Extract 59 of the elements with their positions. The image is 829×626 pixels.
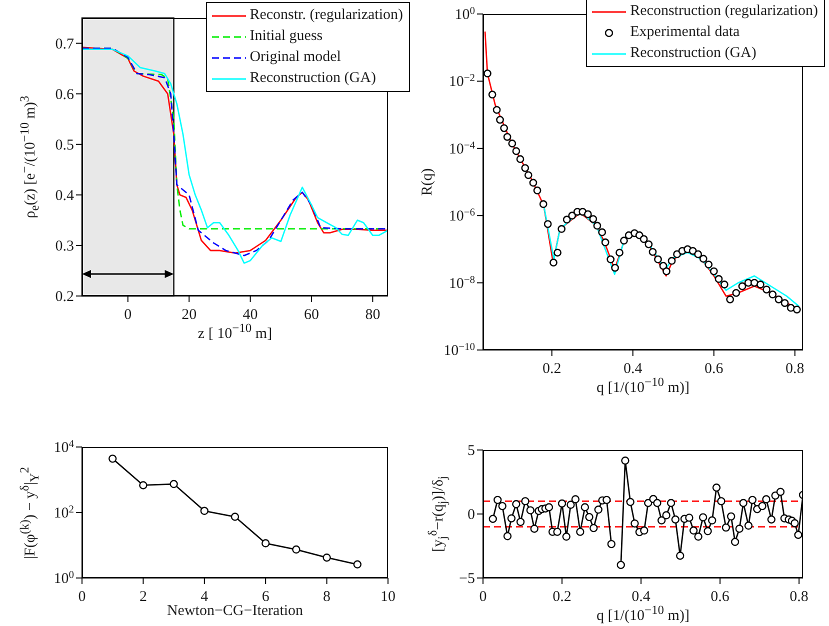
point bbox=[262, 539, 270, 548]
y-tick-label: 0.7 bbox=[55, 36, 74, 52]
x-tick-label: 0.6 bbox=[710, 589, 730, 605]
y-tick-label: 10$^{0}$ bbox=[54, 570, 74, 587]
legend-label: Original model bbox=[250, 49, 341, 66]
x-tick-label: 0.8 bbox=[790, 589, 808, 605]
x-axis-title: Newton−CG−Iteration bbox=[166, 603, 304, 620]
legend-label: Initial guess bbox=[250, 28, 323, 45]
x-tick-label: 80 bbox=[365, 307, 380, 323]
y-tick-label: 10$^{4}$ bbox=[54, 438, 75, 456]
y-tick-label: 0.2 bbox=[55, 289, 74, 305]
x-tick-label: 0.2 bbox=[542, 361, 562, 377]
x-axis-title: q [1/(10$^{−10}$ m)] bbox=[596, 375, 690, 396]
point bbox=[230, 512, 240, 521]
point bbox=[108, 454, 117, 463]
x-tick-label: 10 bbox=[380, 589, 396, 605]
x-tick-label: 4 bbox=[200, 589, 209, 605]
y-tick-label: 10$^{−6}$ bbox=[448, 207, 475, 225]
x-axis-title: q [1/(10$^{−10}$ m)] bbox=[596, 603, 690, 624]
x-tick-label: 0.4 bbox=[632, 589, 651, 605]
y-tick-label: 10$^{−4}$ bbox=[448, 140, 476, 158]
x-tick-label: 0 bbox=[124, 307, 132, 323]
x-tick-label: 6 bbox=[262, 589, 270, 605]
x-tick-label: 8 bbox=[323, 589, 331, 605]
legend-label: Experimental data bbox=[630, 24, 740, 41]
y-tick-label: 5 bbox=[468, 443, 475, 459]
y-axis-title: R(q) bbox=[420, 168, 436, 196]
x-tick-label: 20 bbox=[182, 307, 197, 323]
point bbox=[170, 480, 178, 488]
y-tick-label: 0 bbox=[468, 507, 475, 523]
x-tick-label: 0.2 bbox=[552, 589, 572, 605]
x-tick-label: 0.4 bbox=[624, 361, 643, 377]
point bbox=[322, 553, 331, 562]
y-tick-label: 10$^{2}$ bbox=[54, 504, 74, 522]
point bbox=[292, 545, 300, 554]
point bbox=[139, 481, 148, 490]
x-axis-title: z [ 10$^{−10}$ m] bbox=[198, 321, 272, 342]
point bbox=[353, 560, 362, 569]
legend-label: Reconstruction (GA) bbox=[250, 70, 376, 87]
point bbox=[200, 506, 208, 515]
y-tick-label: 10$^{0}$ bbox=[454, 6, 475, 23]
y-tick-label: 10$^{−8}$ bbox=[448, 274, 475, 292]
y-tick-label: 0.6 bbox=[55, 86, 74, 103]
y-tick-label: 0.4 bbox=[55, 188, 74, 204]
x-tick-label: 0 bbox=[479, 589, 487, 605]
y-tick-label: 10$^{−2}$ bbox=[448, 72, 475, 90]
legend-label: Reconstruction (GA) bbox=[630, 45, 756, 62]
x-tick-label: 0.6 bbox=[704, 361, 724, 377]
x-tick-label: 0.8 bbox=[786, 361, 804, 377]
legend-label: Reconstruction (regularization) bbox=[630, 3, 818, 20]
y-tick-label: 0.3 bbox=[55, 238, 74, 254]
legend-label: Reconstr. (regularization) bbox=[250, 7, 403, 24]
x-tick-label: 0 bbox=[78, 589, 86, 605]
x-tick-label: 40 bbox=[242, 307, 258, 323]
y-tick-label: 10$^{−10}$ bbox=[444, 342, 475, 359]
x-tick-label: 2 bbox=[139, 589, 147, 605]
y-tick-label: 0.5 bbox=[55, 137, 74, 154]
y-tick-label: −5 bbox=[459, 571, 475, 587]
x-tick-label: 60 bbox=[304, 307, 319, 323]
